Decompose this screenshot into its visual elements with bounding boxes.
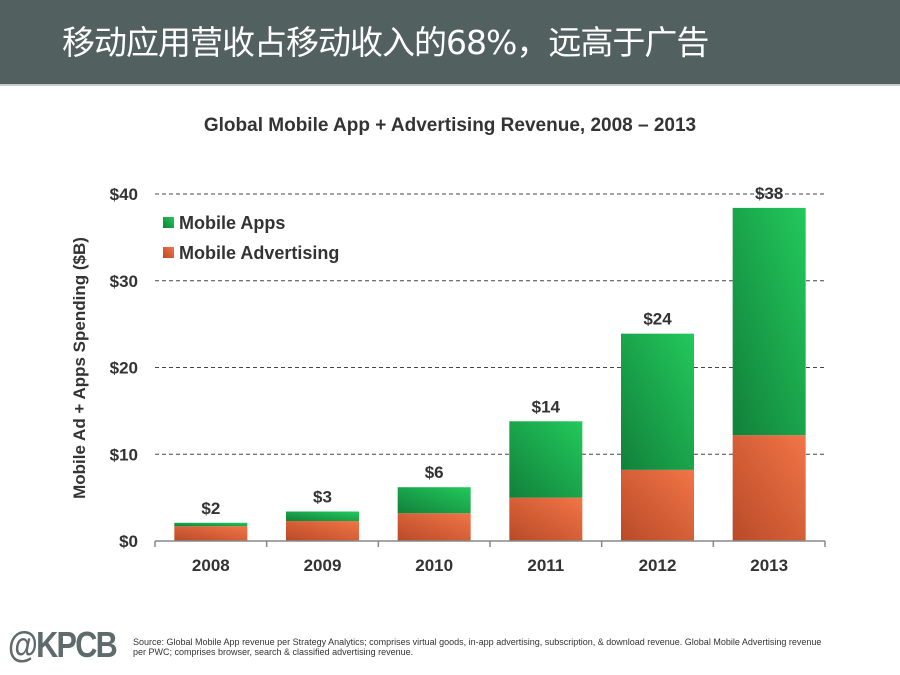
x-tick-label: 2013 [750, 556, 788, 575]
bar-segment-mobile-apps [509, 421, 583, 498]
total-data-label: $14 [532, 397, 561, 416]
chart-title: Global Mobile App + Advertising Revenue,… [203, 115, 697, 136]
y-tick-label: $20 [110, 359, 138, 378]
bar-segment-mobile-advertising [286, 521, 359, 541]
x-tick-label: 2009 [304, 556, 342, 575]
bar-segment-mobile-apps [621, 333, 694, 470]
bar-segment-mobile-advertising [174, 526, 248, 541]
legend-swatch [163, 247, 174, 258]
legend-swatch [163, 217, 174, 228]
bar-segment-mobile-apps [732, 207, 806, 436]
bar-segment-mobile-apps [174, 522, 248, 527]
total-data-label: $24 [643, 310, 672, 329]
legend-label: Mobile Advertising [179, 243, 339, 263]
bar-segment-mobile-apps [286, 511, 359, 522]
y-tick-label: $10 [110, 445, 138, 464]
y-tick-label: $30 [110, 272, 138, 291]
total-data-label: $2 [201, 499, 220, 518]
total-data-label: $3 [313, 488, 332, 507]
total-data-label: $38 [755, 184, 783, 203]
x-tick-label: 2011 [527, 556, 564, 575]
x-tick-label: 2008 [192, 556, 230, 575]
x-tick-label: 2012 [639, 556, 677, 575]
bar-segment-mobile-advertising [397, 513, 471, 541]
y-tick-label: $0 [119, 532, 138, 551]
kpcb-logo: @KPCB [8, 624, 118, 665]
legend-label: Mobile Apps [179, 213, 285, 233]
x-tick-label: 2010 [415, 556, 453, 575]
slide-header: 移动应用营收占移动收入的68%，远高于广告 [0, 0, 900, 86]
total-data-label: $6 [425, 463, 444, 482]
bar-segment-mobile-apps [397, 487, 471, 514]
slide-title: 移动应用营收占移动收入的68%，远高于广告 [62, 23, 709, 62]
bar-segment-mobile-advertising [509, 497, 583, 541]
bar-segment-mobile-advertising [732, 435, 806, 541]
y-tick-label: $40 [110, 185, 138, 204]
y-axis-label: Mobile Ad + Apps Spending ($B) [70, 237, 89, 499]
source-note: Source: Global Mobile App revenue per St… [133, 637, 822, 657]
bar-segment-mobile-advertising [621, 469, 694, 541]
